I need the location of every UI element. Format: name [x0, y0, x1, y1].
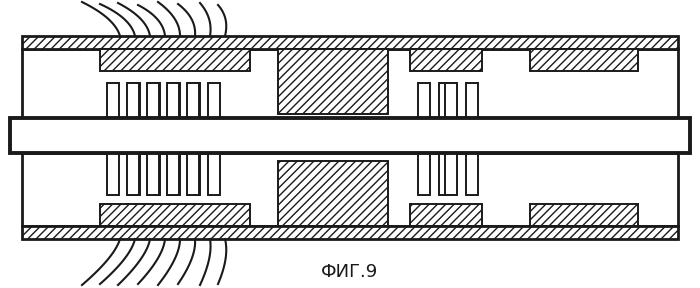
Bar — [107, 153, 119, 195]
Bar — [278, 49, 388, 114]
Bar — [148, 153, 160, 195]
Bar — [530, 204, 638, 226]
Bar — [445, 83, 457, 125]
Bar — [439, 153, 451, 195]
Bar — [22, 36, 678, 49]
Bar — [208, 153, 220, 195]
Bar — [168, 83, 180, 125]
Bar — [10, 118, 690, 153]
Bar — [439, 83, 451, 125]
Bar — [188, 153, 200, 195]
Bar — [100, 204, 250, 226]
Bar — [187, 83, 199, 125]
Bar — [530, 49, 638, 71]
Bar — [127, 153, 139, 195]
Bar — [466, 153, 478, 195]
Bar — [278, 161, 388, 226]
Bar — [167, 153, 179, 195]
Bar — [410, 49, 482, 71]
Bar — [168, 153, 180, 195]
Bar — [418, 153, 430, 195]
Bar — [466, 83, 478, 125]
Bar — [188, 83, 200, 125]
Bar — [22, 49, 678, 125]
Bar — [22, 226, 678, 239]
Bar — [22, 153, 678, 226]
Bar — [445, 153, 457, 195]
Bar — [418, 83, 430, 125]
Bar — [127, 83, 139, 125]
Bar — [148, 83, 160, 125]
Bar — [187, 153, 199, 195]
Bar — [100, 49, 250, 71]
Bar — [147, 83, 159, 125]
Bar — [107, 83, 119, 125]
Bar — [410, 204, 482, 226]
Bar — [147, 153, 159, 195]
Text: ФИГ.9: ФИГ.9 — [321, 263, 379, 281]
Bar — [128, 83, 140, 125]
Bar — [208, 83, 220, 125]
Bar — [128, 153, 140, 195]
Bar — [167, 83, 179, 125]
